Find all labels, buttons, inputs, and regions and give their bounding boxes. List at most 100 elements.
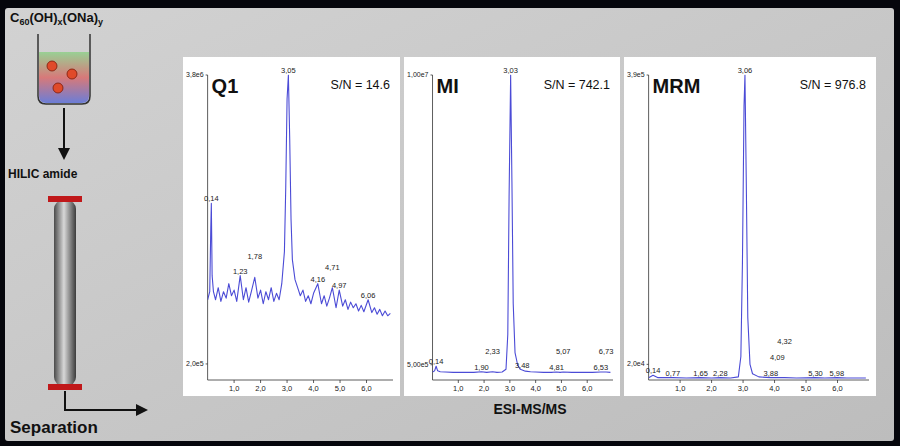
- compound-formula: C60(OH)x(ONa)y: [10, 10, 103, 27]
- chart-background: [624, 57, 876, 396]
- peak-label: 4,97: [332, 281, 347, 290]
- molecule-icon: [67, 69, 77, 79]
- x-tick: [260, 380, 261, 383]
- y-tick-label: 1,00e7: [407, 71, 429, 78]
- x-tick: [313, 380, 314, 383]
- peak-label: 2,33: [485, 347, 500, 356]
- step-label: Separation: [10, 418, 98, 437]
- x-tick-label: 5,0: [556, 384, 566, 393]
- x-tick-label: 3,0: [738, 384, 748, 393]
- x-tick: [509, 380, 510, 383]
- peak-label: 0,14: [204, 194, 219, 203]
- peak-label: 3,88: [763, 369, 778, 378]
- peak-label: 4,16: [310, 275, 325, 284]
- chart-panel: 5,00e51,00e71,02,03,04,05,06,0MIS/N = 74…: [404, 57, 620, 396]
- formula-part: (ONa): [63, 10, 98, 25]
- chart-subtitle: S/N = 14.6: [331, 78, 390, 92]
- column-cap: [48, 384, 82, 390]
- chromatogram-line: [433, 75, 611, 372]
- y-axis: [207, 75, 208, 380]
- x-axis: [649, 380, 869, 381]
- peak-label: 1,65: [693, 369, 708, 378]
- x-tick-label: 5,0: [335, 384, 345, 393]
- peak-label: 0,77: [666, 369, 681, 378]
- arrow-line: [65, 391, 138, 410]
- molecule-icon: [47, 61, 57, 71]
- x-tick-label: 1,0: [453, 384, 463, 393]
- chart-subtitle: S/N = 976.8: [800, 78, 866, 92]
- detection-label: ESI-MS/MS: [493, 401, 566, 417]
- vial: [38, 34, 90, 104]
- arrow-head: [136, 404, 148, 416]
- column: [54, 200, 76, 386]
- x-tick-label: 4,0: [308, 384, 318, 393]
- peak-label: 3,48: [515, 361, 530, 370]
- peak-label: 2,28: [713, 369, 728, 378]
- chart-panel: 2,0e4 3,9e5 1,0 2,0 3,0 4,0 5,0 6,0 MRM S/N = 976…: [624, 57, 876, 396]
- formula-subscript: y: [98, 17, 103, 27]
- x-tick: [561, 380, 562, 383]
- chart-background: [404, 57, 620, 396]
- x-tick: [287, 380, 288, 383]
- x-tick-label: 4,0: [769, 384, 779, 393]
- chart-title: MRM: [653, 75, 701, 97]
- x-tick-label: 1,0: [229, 384, 239, 393]
- y-axis: [432, 75, 433, 380]
- y-tick-label: 2,0e4: [627, 360, 645, 367]
- peak-label: 6,06: [361, 291, 376, 300]
- peak-label: 6,73: [599, 347, 614, 356]
- x-tick: [587, 380, 588, 383]
- y-tick-label: 2,0e5: [186, 360, 204, 367]
- y-tick-label: 5,00e5: [407, 361, 429, 368]
- chart-panel: 2,0e53,8e61,02,03,04,05,06,0Q1S/N = 14.6…: [183, 57, 400, 396]
- peak-label: 5,07: [556, 347, 571, 356]
- x-tick: [366, 380, 367, 383]
- x-tick: [680, 380, 681, 383]
- x-tick-label: 2,0: [479, 384, 489, 393]
- x-tick: [484, 380, 485, 383]
- x-tick-label: 1,0: [675, 384, 685, 393]
- x-tick: [234, 380, 235, 383]
- x-tick-label: 2,0: [255, 384, 265, 393]
- peak-label: 3,06: [738, 66, 753, 75]
- plot-area: [208, 75, 391, 316]
- panel-background: [5, 8, 894, 441]
- molecule-icon: [53, 83, 63, 93]
- y-axis: [648, 75, 649, 380]
- peak-label: 0,14: [646, 366, 661, 375]
- x-tick: [837, 380, 838, 383]
- vial-liquid: [39, 52, 89, 103]
- column-cap: [48, 196, 82, 202]
- peak-label: 5,98: [830, 369, 845, 378]
- column-label: HILIC amide: [8, 167, 78, 181]
- peak-label: 1,90: [474, 363, 489, 372]
- formula-part: (OH): [29, 10, 57, 25]
- arrow-head: [58, 148, 70, 160]
- x-axis: [208, 380, 393, 381]
- peak-label: 4,71: [325, 263, 340, 272]
- x-tick-label: 2,0: [706, 384, 716, 393]
- x-tick: [806, 380, 807, 383]
- x-tick-label: 3,0: [282, 384, 292, 393]
- peak-label: 3,03: [503, 66, 518, 75]
- plot-area: [649, 75, 866, 378]
- x-tick: [340, 380, 341, 383]
- peak-label: 4,09: [770, 353, 785, 362]
- y-tick-label: 3,8e6: [186, 71, 204, 78]
- plot-area: [433, 75, 611, 372]
- x-tick-label: 6,0: [361, 384, 371, 393]
- x-axis: [433, 380, 613, 381]
- y-tick-label: 3,9e5: [627, 71, 645, 78]
- chart-subtitle: S/N = 742.1: [544, 78, 610, 92]
- chromatogram-line: [649, 75, 866, 378]
- peak-label: 4,32: [777, 337, 792, 346]
- x-tick: [711, 380, 712, 383]
- x-tick-label: 6,0: [832, 384, 842, 393]
- x-tick: [535, 380, 536, 383]
- chart-title: MI: [437, 75, 459, 97]
- x-tick-label: 3,0: [505, 384, 515, 393]
- peak-label: 1,78: [247, 252, 262, 261]
- x-tick-label: 5,0: [801, 384, 811, 393]
- peak-label: 3,05: [281, 66, 296, 75]
- x-tick-label: 4,0: [530, 384, 540, 393]
